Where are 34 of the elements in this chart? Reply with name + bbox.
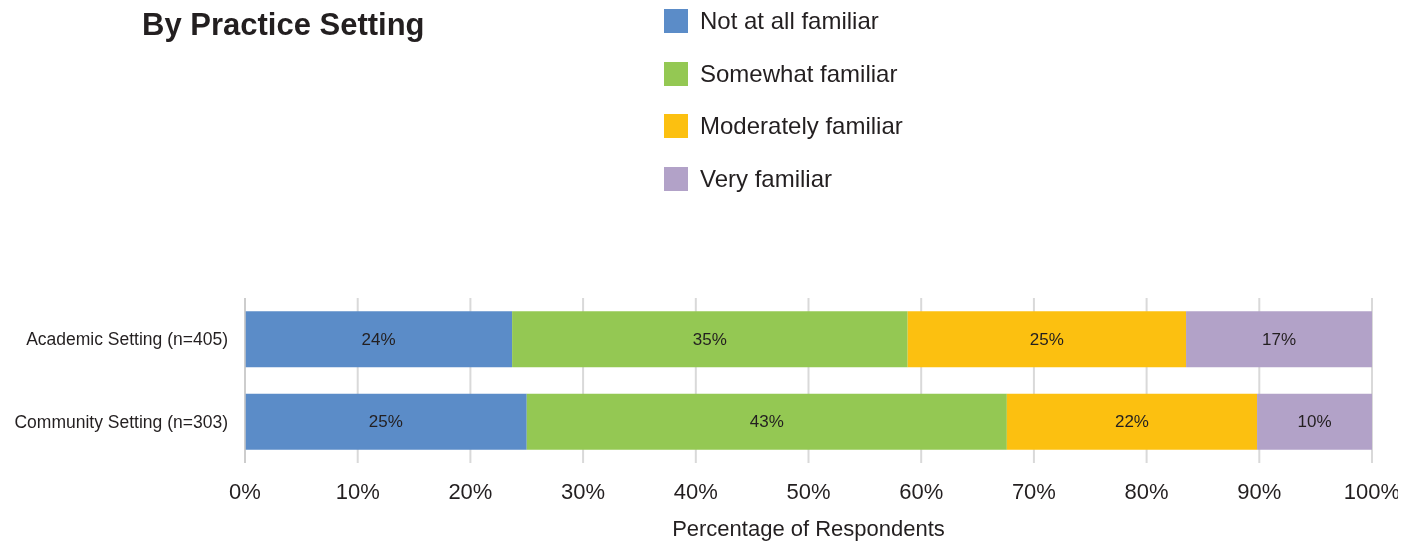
x-tick-label: 40% xyxy=(673,478,718,504)
y-tick-label: Academic Setting (n=405) xyxy=(26,329,228,350)
legend-label: Moderately familiar xyxy=(700,112,903,141)
data-label: 10% xyxy=(1297,412,1332,432)
data-label: 17% xyxy=(1262,329,1297,349)
bar xyxy=(1006,393,1258,450)
x-tick-label: 60% xyxy=(899,478,944,504)
legend-label: Very familiar xyxy=(700,165,833,194)
y-tick-label: Community Setting (n=303) xyxy=(14,411,228,432)
x-tick-label: 70% xyxy=(1011,478,1056,504)
x-tick-label: 30% xyxy=(561,478,606,504)
bar xyxy=(526,393,1007,450)
bar xyxy=(1186,311,1372,368)
bar xyxy=(1257,393,1372,450)
bar xyxy=(245,311,513,368)
bar xyxy=(245,393,527,450)
legend-label: Not at all familiar xyxy=(700,7,879,35)
x-tick-label: 10% xyxy=(335,478,380,504)
x-tick-label: 0% xyxy=(229,478,261,504)
data-label: 24% xyxy=(361,329,396,349)
x-tick-label: 90% xyxy=(1237,478,1282,504)
data-label: 22% xyxy=(1114,412,1149,432)
bar xyxy=(512,311,908,368)
x-tick-label: 20% xyxy=(448,478,493,504)
chart-title: By Practice Setting xyxy=(142,7,425,43)
legend-label: Somewhat familiar xyxy=(700,59,898,88)
x-tick-label: 50% xyxy=(786,478,831,504)
data-label: 43% xyxy=(749,412,784,432)
x-axis-title: Percentage of Respondents xyxy=(672,516,945,541)
x-tick-label: 80% xyxy=(1124,478,1169,504)
data-label: 25% xyxy=(368,412,403,432)
data-label: 25% xyxy=(1029,329,1064,349)
bar xyxy=(907,311,1187,368)
data-label: 35% xyxy=(692,329,727,349)
